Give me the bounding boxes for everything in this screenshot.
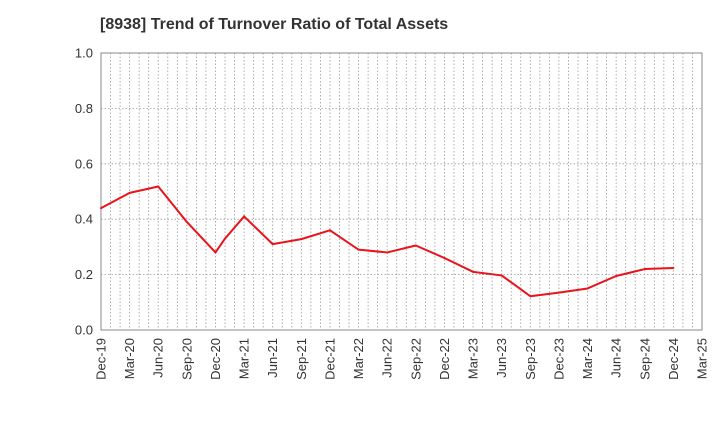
- grid-lines: [101, 53, 702, 330]
- data-point: [443, 256, 446, 259]
- data-point: [128, 191, 131, 194]
- x-tick-label: Mar-24: [580, 338, 595, 379]
- x-tick-label: Jun-24: [609, 338, 624, 378]
- x-tick-label: Mar-20: [122, 338, 137, 379]
- data-point: [500, 274, 503, 277]
- x-tick-label: Mar-23: [466, 338, 481, 379]
- data-point: [157, 185, 160, 188]
- y-tick-label: 0.8: [75, 101, 93, 116]
- x-tick-label: Sep-24: [637, 338, 652, 380]
- data-point: [300, 238, 303, 241]
- data-point: [615, 274, 618, 277]
- x-tick-label: Mar-22: [351, 338, 366, 379]
- data-point: [529, 295, 532, 298]
- x-tick-label: Sep-21: [294, 338, 309, 380]
- y-axis: 0.0 0.2 0.4 0.6 0.8 1.0: [75, 46, 93, 338]
- x-tick-label: Sep-23: [523, 338, 538, 380]
- data-point: [243, 215, 246, 218]
- data-point: [214, 251, 217, 254]
- x-tick-label: Dec-21: [322, 338, 337, 380]
- x-tick-label: Dec-19: [94, 338, 109, 380]
- x-tick-label: Jun-20: [151, 338, 166, 378]
- data-point: [271, 243, 274, 246]
- plot-area-border: [100, 52, 703, 331]
- data-point: [414, 244, 417, 247]
- data-point: [643, 268, 646, 271]
- x-tick-label: Dec-24: [666, 338, 681, 380]
- data-point: [386, 251, 389, 254]
- data-point: [672, 266, 675, 269]
- x-tick-label: Sep-22: [408, 338, 423, 380]
- data-point: [472, 270, 475, 273]
- x-tick-label: Dec-23: [551, 338, 566, 380]
- data-point: [357, 248, 360, 251]
- y-tick-label: 0.2: [75, 267, 93, 282]
- series-line: [100, 185, 674, 298]
- data-point: [586, 287, 589, 290]
- x-axis: Dec-19 Mar-20 Jun-20 Sep-20 Dec-20 Mar-21 Jun-…: [94, 338, 710, 380]
- data-point: [328, 229, 331, 232]
- data-point: [185, 220, 188, 223]
- x-tick-label: Jun-22: [380, 338, 395, 378]
- data-point: [224, 237, 227, 240]
- y-tick-label: 0.0: [75, 323, 93, 338]
- series-layer: [100, 185, 675, 298]
- y-tick-label: 0.6: [75, 156, 93, 171]
- data-point: [557, 291, 560, 294]
- y-tick-label: 0.4: [75, 212, 93, 227]
- y-tick-label: 1.0: [75, 46, 93, 61]
- x-tick-label: Jun-21: [265, 338, 280, 378]
- x-tick-label: Dec-20: [208, 338, 223, 380]
- x-tick-label: Jun-23: [494, 338, 509, 378]
- data-point: [100, 207, 102, 210]
- x-tick-label: Dec-22: [437, 338, 452, 380]
- chart-title: [8938] Trend of Turnover Ratio of Total …: [100, 16, 449, 33]
- x-tick-label: Mar-21: [237, 338, 252, 379]
- x-tick-label: Mar-25: [695, 338, 710, 379]
- x-tick-label: Sep-20: [179, 338, 194, 380]
